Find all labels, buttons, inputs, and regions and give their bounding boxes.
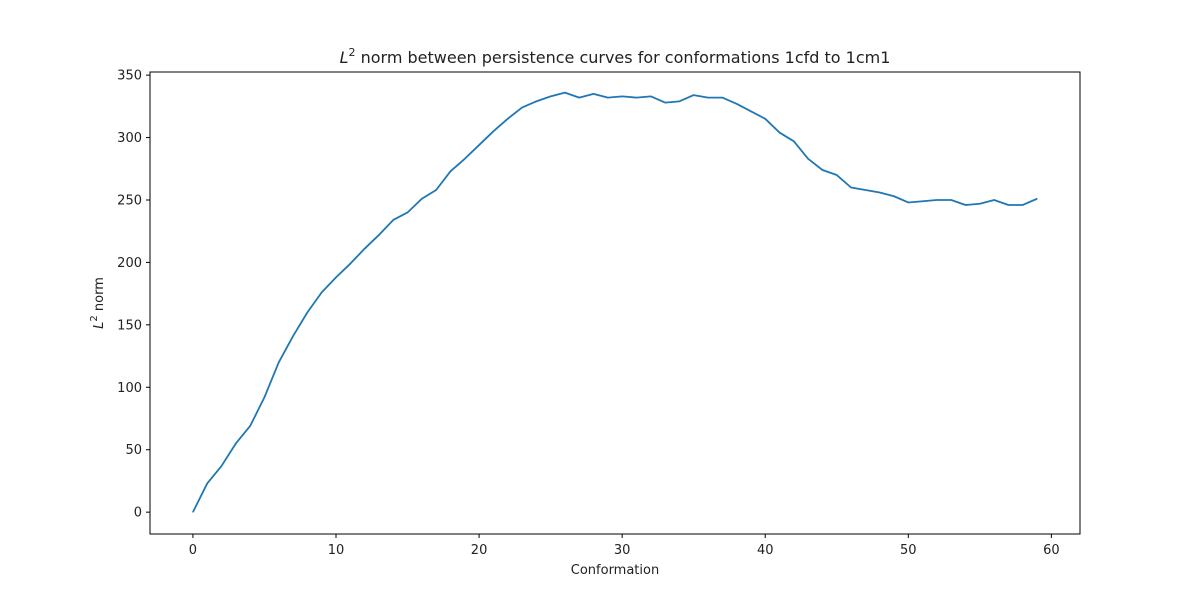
y-axis-ticks: 0 50 100 150 200 250 300 350 [117,69,150,521]
y-tick-label: 100 [117,381,142,396]
data-point [507,118,509,120]
data-point [879,191,881,193]
data-point [965,204,967,206]
chart-title: L2 norm between persistence curves for c… [340,46,891,67]
data-point [693,94,695,96]
data-point [421,198,423,200]
data-point [950,199,952,201]
data-point [807,158,809,160]
y-tick-label: 350 [117,69,142,84]
data-point [836,174,838,176]
plot-frame [149,71,1081,535]
data-point [593,93,595,95]
data-point [278,361,280,363]
data-point [922,200,924,202]
series-layer [192,91,1038,513]
data-point [464,158,466,160]
data-point [1036,198,1038,200]
data-point [864,189,866,191]
data-point [607,97,609,99]
data-point [349,263,351,265]
data-point [249,425,251,427]
data-point [292,335,294,337]
data-point [979,203,981,205]
data-point [678,100,680,102]
data-point [850,187,852,188]
data-point [364,248,366,250]
x-tick-label: 20 [471,543,488,558]
data-point [192,511,194,513]
data-point [335,276,337,278]
x-tick-label: 50 [900,543,917,558]
data-point [793,140,795,142]
y-tick-label: 200 [117,256,142,271]
data-point [764,118,766,120]
data-point [492,130,494,132]
data-point [707,97,709,99]
data-point [521,107,523,109]
series-line [192,91,1038,513]
data-point [407,211,409,213]
data-point [779,132,781,134]
y-tick-label: 300 [117,131,142,146]
plot-area [150,72,1080,534]
x-tick-label: 10 [328,543,345,558]
data-point [578,97,580,99]
data-point [821,169,823,171]
data-point [936,199,938,201]
data-point [235,442,237,444]
data-point [907,201,909,203]
data-point [263,396,265,398]
x-tick-label: 30 [614,543,631,558]
data-point [664,102,666,104]
data-point [306,311,308,313]
data-point [635,97,637,99]
data-point [993,199,995,201]
data-point [449,170,451,172]
data-point [392,219,394,221]
data-point [550,95,552,97]
data-point [378,234,380,236]
data-point [321,291,323,293]
data-point [750,110,752,112]
x-tick-label: 40 [757,543,774,558]
x-tick-label: 60 [1043,543,1060,558]
data-point [435,189,437,191]
x-tick-label: 0 [189,543,197,558]
data-point [1007,204,1009,206]
data-point [206,482,208,484]
data-point [736,103,738,105]
y-tick-label: 250 [117,193,142,208]
y-tick-label: 0 [134,506,142,521]
x-axis-ticks: 0 10 20 30 40 50 60 [189,534,1060,558]
y-tick-label: 50 [125,443,142,458]
data-point [650,95,652,97]
x-axis-title: Conformation [571,563,659,578]
data-point [893,195,895,197]
data-point [221,465,223,467]
data-point [564,92,566,94]
data-point [1022,204,1024,206]
data-point [621,95,623,97]
data-point [721,97,723,99]
data-point [478,144,480,146]
data-point [535,100,537,102]
y-axis-title: L2 norm [89,277,107,329]
y-tick-label: 150 [117,318,142,333]
